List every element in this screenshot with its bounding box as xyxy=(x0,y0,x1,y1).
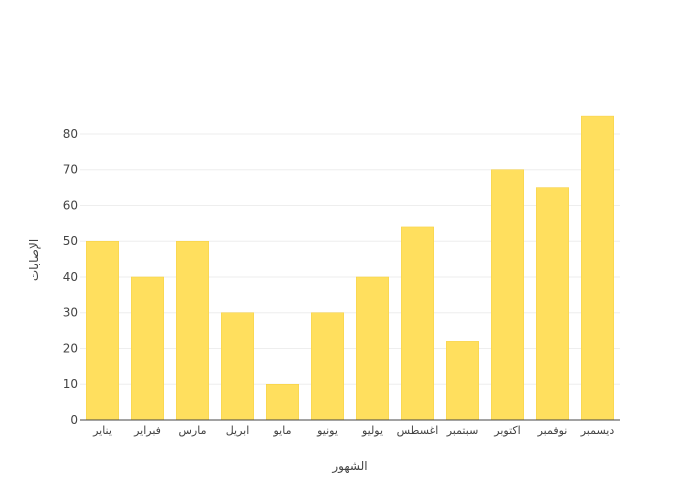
bar[interactable] xyxy=(401,226,434,421)
grid-lines xyxy=(80,133,620,385)
bar[interactable] xyxy=(131,276,164,421)
bars xyxy=(86,115,614,421)
x-tick-label: اكتوبر xyxy=(493,424,520,437)
y-tick-label: 30 xyxy=(63,306,78,320)
x-tick-label: ديسمبر xyxy=(580,424,615,437)
y-tick-label: 50 xyxy=(63,234,78,248)
y-tick-label: 10 xyxy=(63,377,78,391)
y-tick-labels: 0 10 20 30 40 50 60 70 80 xyxy=(63,127,78,427)
bar[interactable] xyxy=(446,341,479,421)
x-axis-title: الشهور xyxy=(331,459,367,474)
y-tick-label: 0 xyxy=(70,413,78,427)
bar[interactable] xyxy=(86,240,119,421)
x-tick-label: سبتمبر xyxy=(446,424,479,437)
x-tick-label: اغسطس xyxy=(397,424,439,437)
x-tick-label: ابريل xyxy=(226,424,250,437)
x-tick-label: مارس xyxy=(179,424,207,437)
bar[interactable] xyxy=(266,383,299,421)
y-tick-label: 20 xyxy=(63,341,78,355)
bar[interactable] xyxy=(176,240,209,421)
x-tick-label: مايو xyxy=(273,424,292,437)
bar[interactable] xyxy=(536,187,569,421)
y-tick-label: 80 xyxy=(63,127,78,141)
x-tick-label: نوفمبر xyxy=(537,424,568,437)
y-tick-label: 40 xyxy=(63,270,78,284)
y-tick-label: 60 xyxy=(63,198,78,212)
x-tick-label: يونيو xyxy=(316,424,338,437)
bar[interactable] xyxy=(221,312,254,421)
bar[interactable] xyxy=(311,312,344,421)
bar[interactable] xyxy=(581,115,614,421)
bar[interactable] xyxy=(491,169,524,421)
bar[interactable] xyxy=(356,276,389,421)
y-axis-title: الإصابات xyxy=(27,239,41,281)
x-tick-labels: يناير فبراير مارس ابريل مايو يونيو يوليو اغسطس س… xyxy=(92,424,614,437)
x-tick-label: يوليو xyxy=(361,424,383,437)
x-tick-label: يناير xyxy=(92,424,112,437)
x-tick-label: فبراير xyxy=(133,424,161,437)
y-tick-label: 70 xyxy=(63,163,78,177)
